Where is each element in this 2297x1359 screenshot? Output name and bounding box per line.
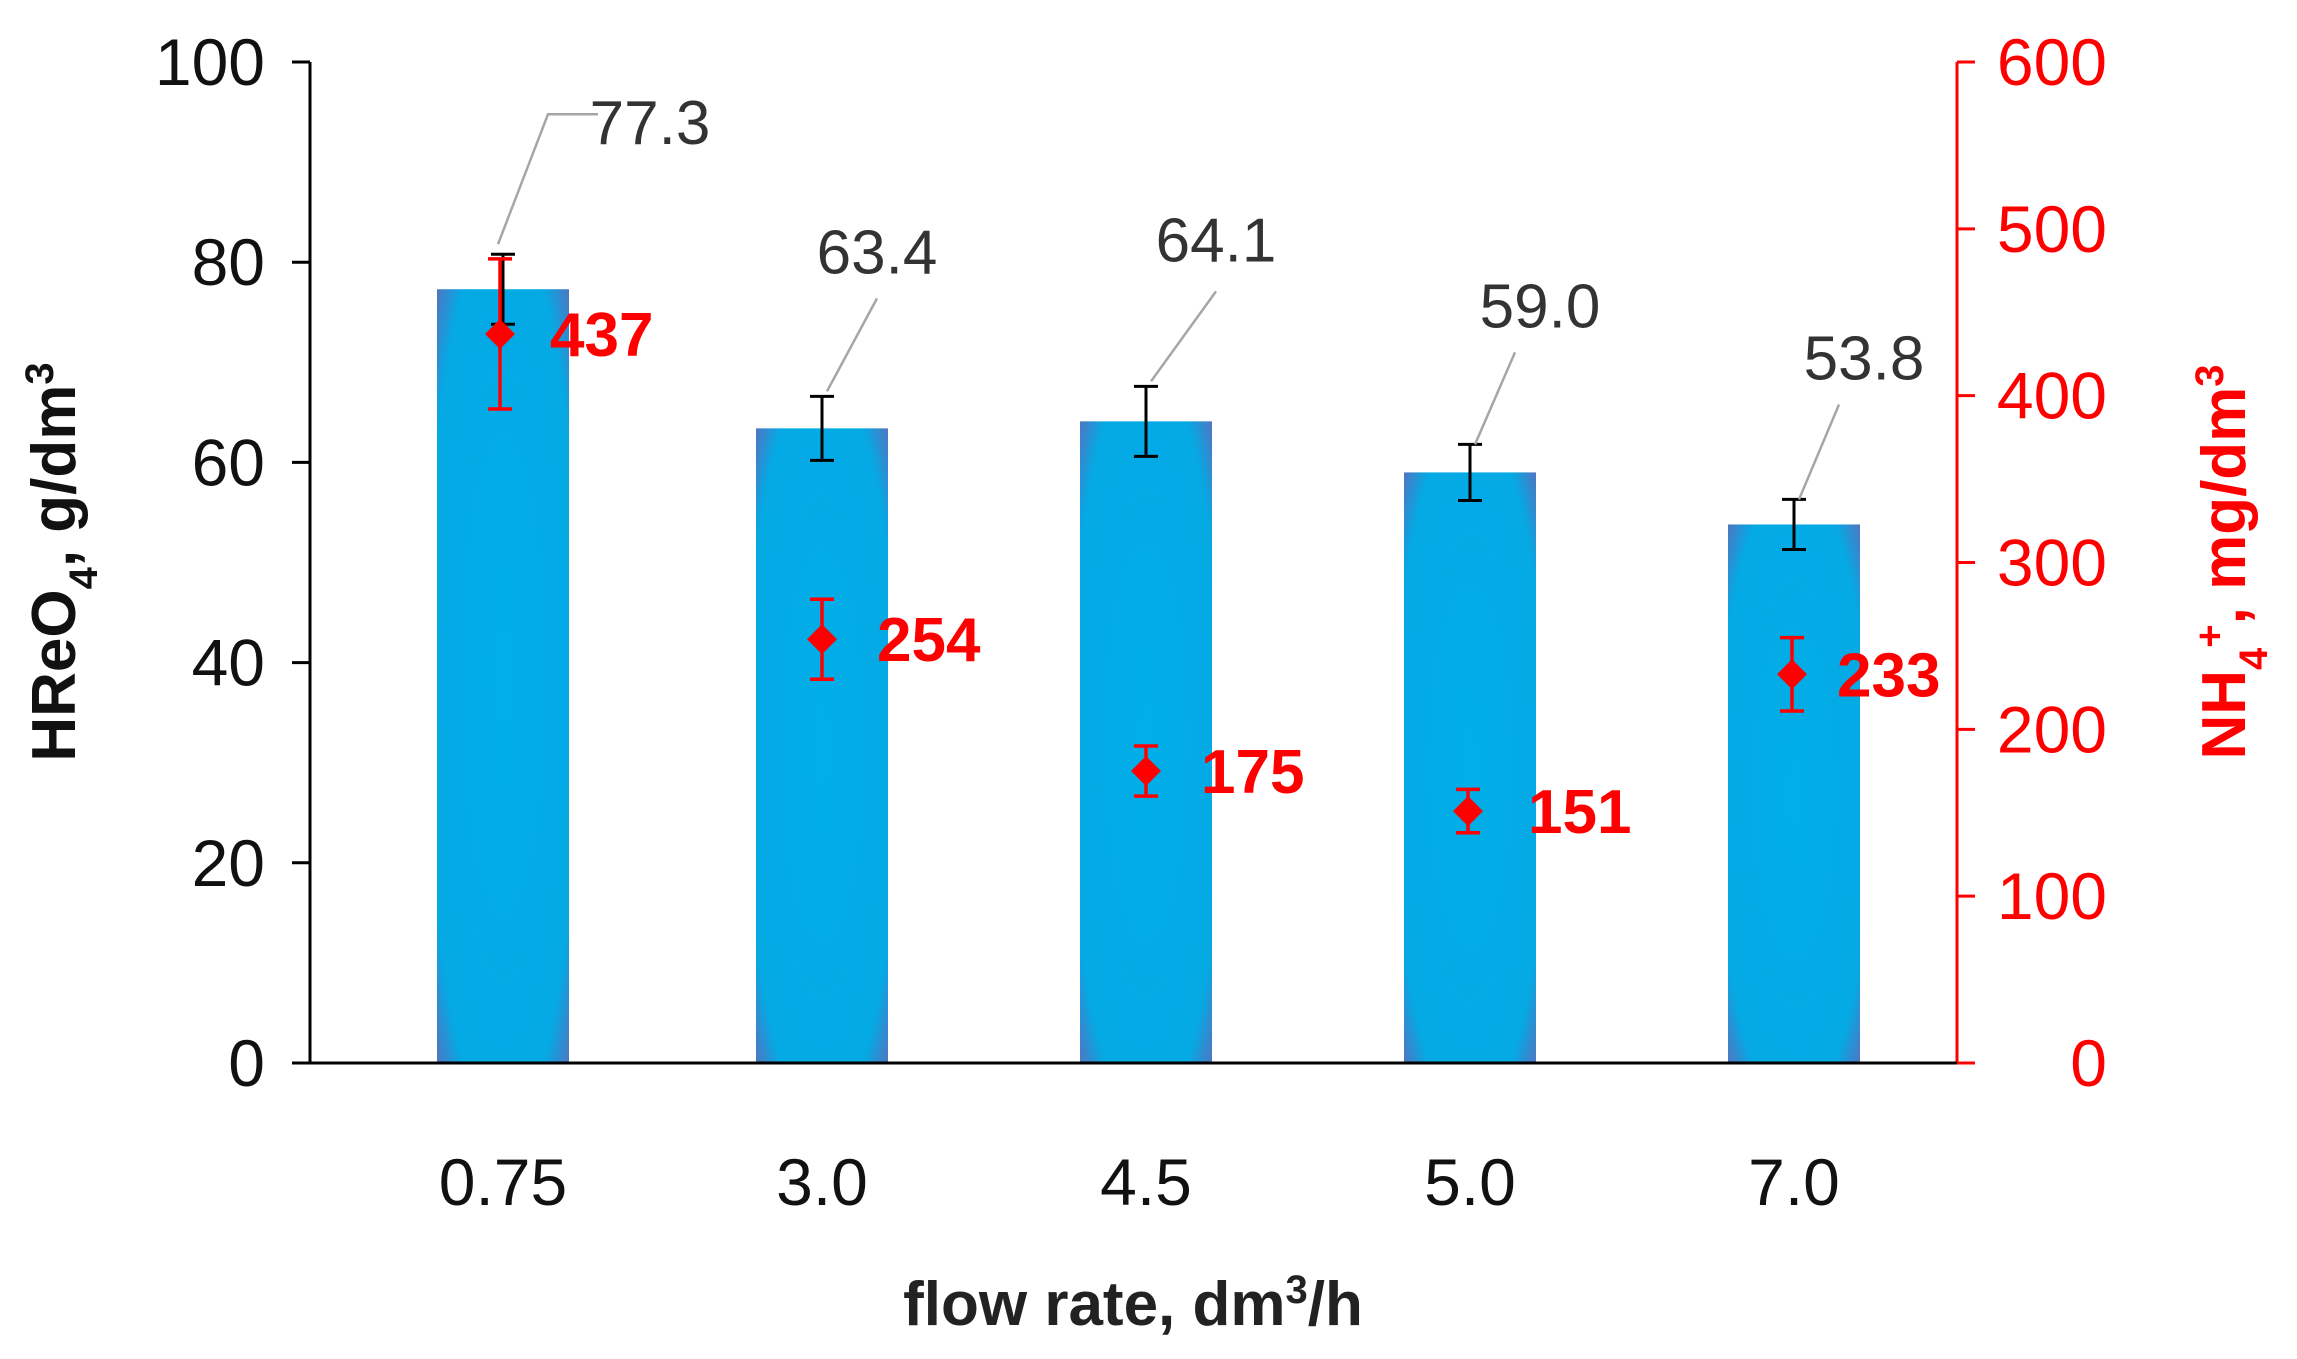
nh4-series	[485, 257, 1807, 835]
nh4-point-7.0	[1777, 635, 1807, 713]
left-tick-label-80: 80	[192, 225, 265, 299]
bar-error-5.0	[1458, 442, 1482, 502]
right-axis-title-sup: +	[2188, 624, 2232, 647]
right-axis-title-mid: , mg/dm	[2190, 387, 2259, 625]
right-axis-title: NH4+, mg/dm3	[2188, 364, 2276, 759]
bar-error-bars	[491, 252, 1806, 551]
left-tick-label-20: 20	[192, 826, 265, 900]
right-tick-label-400: 400	[1997, 359, 2107, 433]
nh4-label-3.0: 254	[877, 606, 981, 675]
nh4-point-5.0	[1453, 787, 1483, 835]
x-tick-0.75: 0.75	[439, 1145, 567, 1219]
right-axis-title-sub: 4	[2232, 647, 2276, 670]
bar-label-0.75: 77.3	[590, 89, 711, 158]
nh4-point-3.0	[807, 597, 837, 682]
right-tick-label-200: 200	[1997, 692, 2107, 766]
bar-data-labels: 77.3 63.4 64.1 59.0 53.8	[590, 89, 1925, 393]
nh4-label-0.75: 437	[550, 301, 653, 370]
x-tick-4.5: 4.5	[1100, 1145, 1192, 1219]
bar-0.75	[437, 289, 569, 1063]
bar-label-3.0: 63.4	[817, 218, 938, 287]
bar-error-4.5	[1134, 384, 1158, 458]
bar-4.5	[1080, 421, 1212, 1063]
bar-group	[437, 289, 1860, 1064]
leader-line-4.5	[1149, 290, 1218, 383]
label-leader-lines	[496, 112, 1841, 500]
bar-3.0	[756, 428, 888, 1064]
right-axis-title-base: NH	[2190, 670, 2259, 760]
right-tick-label-0: 0	[2070, 1026, 2107, 1100]
x-axis-title: flow rate, dm3/h	[903, 1268, 1363, 1339]
right-axis-ticks: 0 100 200 300 400 500 600	[1957, 25, 2107, 1100]
left-axis-title-base: HReO	[20, 589, 89, 761]
nh4-point-0.75	[485, 257, 515, 411]
x-axis-title-sup: 3	[1286, 1268, 1308, 1312]
x-axis-title-tail: /h	[1308, 1270, 1363, 1339]
nh4-point-4.5	[1131, 744, 1161, 798]
right-tick-label-600: 600	[1997, 25, 2107, 99]
x-axis-title-base: flow rate, dm	[903, 1270, 1285, 1339]
left-tick-label-60: 60	[192, 425, 265, 499]
right-tick-label-300: 300	[1997, 526, 2107, 600]
right-tick-label-500: 500	[1997, 192, 2107, 266]
bar-7.0	[1728, 524, 1860, 1063]
bar-error-7.0	[1782, 497, 1806, 551]
x-tick-3.0: 3.0	[776, 1145, 868, 1219]
bar-error-3.0	[810, 394, 834, 462]
left-axis-ticks: 0 20 40 60 80 100	[155, 25, 310, 1100]
nh4-label-4.5: 175	[1201, 738, 1304, 807]
nh4-data-labels: 437 254 175 151 233	[550, 301, 1940, 847]
x-axis-ticks: 0.75 3.0 4.5 5.0 7.0	[439, 1145, 1840, 1219]
bar-5.0	[1404, 472, 1536, 1063]
left-tick-label-100: 100	[155, 25, 265, 99]
left-axis-title-mid: , g/dm	[20, 385, 89, 568]
nh4-label-5.0: 151	[1528, 778, 1631, 847]
bar-label-7.0: 53.8	[1804, 324, 1925, 393]
leader-line-3.0	[825, 297, 879, 392]
nh4-label-7.0: 233	[1837, 641, 1940, 710]
left-tick-label-40: 40	[192, 626, 265, 700]
bar-label-5.0: 59.0	[1480, 272, 1601, 341]
left-axis-title-sub: 4	[62, 566, 106, 589]
x-tick-5.0: 5.0	[1424, 1145, 1516, 1219]
left-tick-label-0: 0	[228, 1026, 265, 1100]
right-tick-label-100: 100	[1997, 859, 2107, 933]
leader-line-0.75	[496, 112, 598, 245]
leader-line-7.0	[1797, 403, 1841, 500]
bar-label-4.5: 64.1	[1156, 206, 1277, 275]
leader-line-5.0	[1473, 351, 1517, 445]
right-axis-title-sup2: 3	[2188, 364, 2232, 386]
x-tick-7.0: 7.0	[1748, 1145, 1840, 1219]
left-axis-title-sup: 3	[18, 362, 62, 384]
left-axis-title: HReO4, g/dm3	[18, 362, 106, 761]
